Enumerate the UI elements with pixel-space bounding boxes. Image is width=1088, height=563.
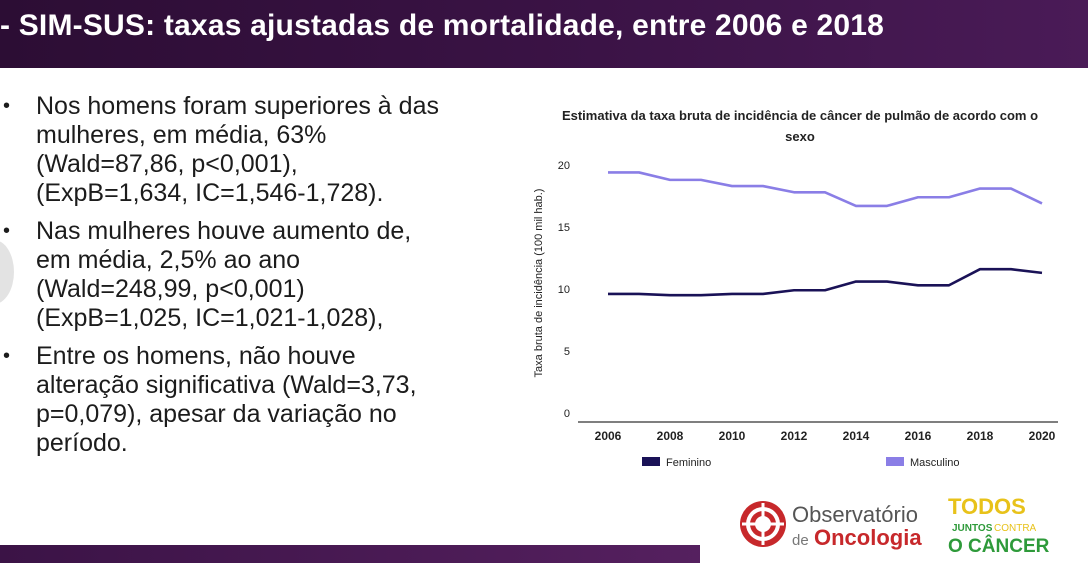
bullet-text-line: Nas mulheres houve aumento de, (36, 217, 412, 245)
y-tick-label: 5 (564, 346, 570, 358)
footer-bar (0, 545, 700, 563)
juntos-text: JUNTOS (952, 523, 993, 534)
bullet-item: • Nas mulheres houve aumento de, em médi… (0, 217, 490, 333)
oncologia-text: Oncologia (814, 525, 922, 550)
chart-canvas: 0 5 10 15 20 2006 2008 2010 2012 2014 2016 2018 2020… (533, 160, 1058, 469)
bullet-dot: • (3, 95, 11, 117)
observatorio-oncologia-logo: Observatório de Oncologia (740, 501, 922, 550)
bullet-text-line: Entre os homens, não houve (36, 342, 356, 370)
x-tick-label: 2012 (781, 429, 808, 443)
chart-title-line: Estimativa da taxa bruta de incidência d… (561, 108, 1039, 123)
x-tick-label: 2006 (595, 429, 622, 443)
series-line-feminino (608, 267, 1043, 297)
o-cancer-text: O CÂNCER (948, 535, 1050, 556)
bullet-text-line: período. (36, 429, 128, 457)
observatorio-target-icon (740, 501, 786, 547)
bullet-text-line: alteração significativa (Wald=3,73, (36, 371, 417, 399)
chart-title-line: sexo (785, 129, 815, 144)
legend-swatch-masculino (886, 457, 904, 466)
x-tick-label: 2010 (719, 429, 746, 443)
observatorio-de-text: de (792, 532, 809, 549)
bullet-text-line: p=0,079), apesar da variação no (36, 400, 397, 428)
x-tick-label: 2014 (843, 429, 870, 443)
bullet-text-line: (ExpB=1,025, IC=1,021-1,028), (36, 304, 384, 332)
legend-swatch-feminino (642, 457, 660, 466)
bullet-text-line: Nos homens foram superiores à das (36, 92, 439, 120)
bullet-item: • Entre os homens, não houve alteração s… (0, 342, 490, 458)
slide-nav-handle[interactable] (0, 240, 14, 304)
todos-text: TODOS (948, 494, 1026, 519)
contra-text: CONTRA (994, 523, 1037, 534)
chart-title: Estimativa da taxa bruta de incidência d… (520, 105, 1080, 147)
y-tick-label: 15 (558, 222, 570, 234)
slide-title: - SIM-SUS: taxas ajustadas de mortalidad… (0, 9, 885, 42)
bullet-list: • Nos homens foram superiores à das mulh… (0, 92, 490, 467)
bullet-dot: • (3, 345, 11, 367)
bullet-text-line: em média, 2,5% ao ano (36, 246, 301, 274)
bullet-text-line: (Wald=248,99, p<0,001) (36, 275, 305, 303)
y-tick-label: 0 (564, 408, 570, 420)
y-axis-label: Taxa bruta de incidência (100 mil hab.) (533, 189, 545, 378)
x-tick-label: 2020 (1029, 429, 1056, 443)
header-bar: - SIM-SUS: taxas ajustadas de mortalidad… (0, 0, 1088, 68)
series-line-masculino (608, 171, 1043, 208)
y-tick-label: 20 (558, 160, 570, 172)
todos-contra-cancer-logo: TODOS JUNTOS CONTRA O CÂNCER (948, 494, 1050, 556)
observatorio-text: Observatório (792, 502, 918, 527)
legend-label-feminino: Feminino (666, 457, 711, 469)
x-tick-label: 2016 (905, 429, 932, 443)
y-tick-label: 10 (558, 284, 570, 296)
bullet-text-line: mulheres, em média, 63% (36, 121, 327, 149)
x-tick-label: 2018 (967, 429, 994, 443)
bullet-dot: • (3, 220, 11, 242)
x-tick-label: 2008 (657, 429, 684, 443)
line-chart: Estimativa da taxa bruta de incidência d… (520, 95, 1088, 485)
bullet-item: • Nos homens foram superiores à das mulh… (0, 92, 490, 208)
bullet-text-line: (ExpB=1,634, IC=1,546-1,728). (36, 179, 384, 207)
legend-label-masculino: Masculino (910, 457, 960, 469)
bullet-text-line: (Wald=87,86, p<0,001), (36, 150, 298, 178)
